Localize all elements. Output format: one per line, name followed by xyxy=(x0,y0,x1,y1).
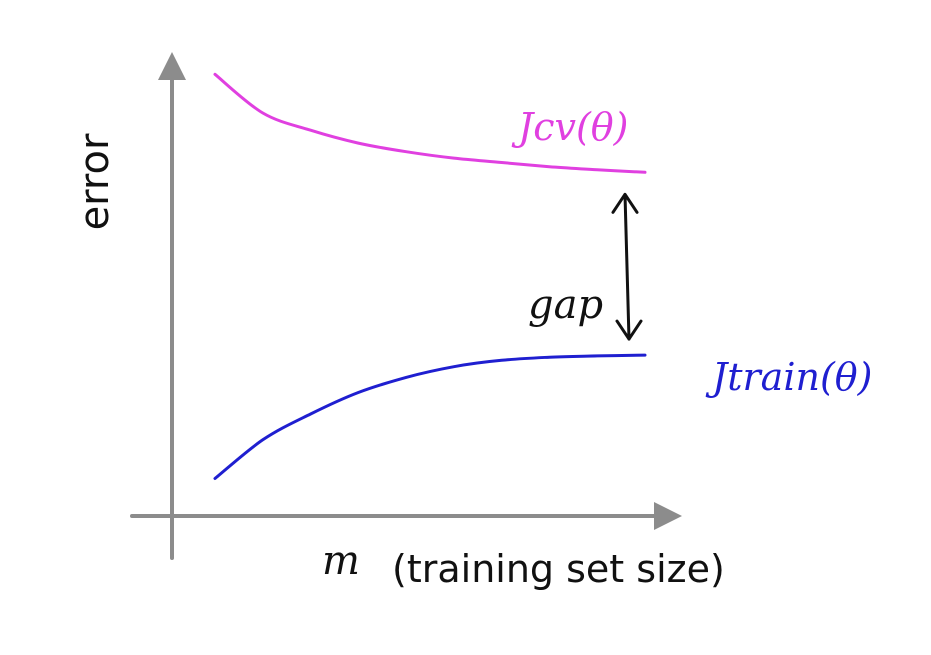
jcv-series-line xyxy=(213,72,647,174)
y-axis-arrowhead xyxy=(158,52,186,80)
jtrain-series-label: Jtrain(θ) xyxy=(705,355,872,399)
x-axis-variable: m xyxy=(322,538,360,584)
gap-annotation-label: gap xyxy=(528,282,603,328)
x-axis-arrowhead xyxy=(654,502,682,530)
gap-double-arrow xyxy=(611,192,643,341)
jcv-series-label: Jcv(θ) xyxy=(511,105,629,149)
x-axis-label: (training set size) xyxy=(392,547,725,591)
y-axis-label: error xyxy=(72,133,118,230)
jtrain-series-line xyxy=(213,353,647,480)
